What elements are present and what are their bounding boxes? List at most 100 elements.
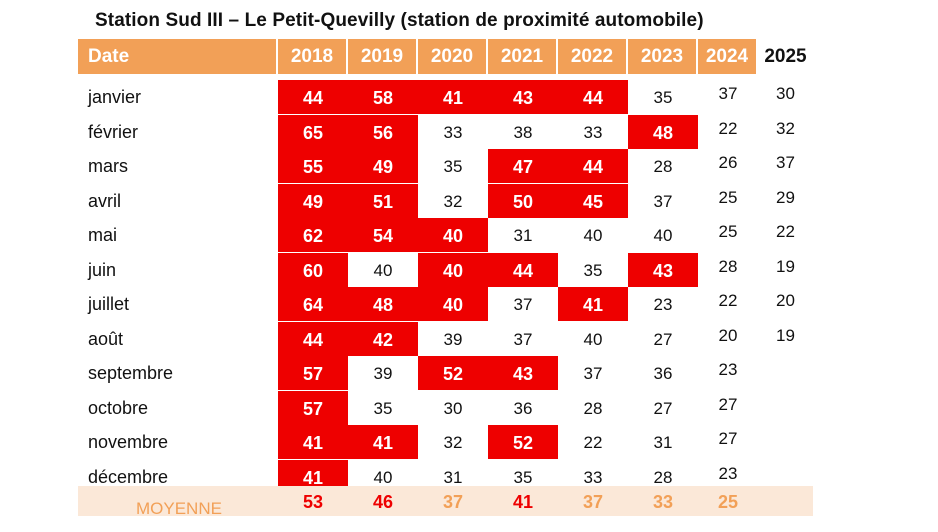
- average-cell-2018: 53: [302, 492, 324, 512]
- value-cell-2023: 27: [653, 329, 673, 349]
- header-year-2023: 2023: [628, 39, 698, 74]
- value-cell-2019: 40: [373, 260, 393, 280]
- average-cell-2019: 46: [372, 492, 394, 512]
- footer-label: MOYENNE: [136, 499, 222, 518]
- month-label: décembre: [88, 466, 169, 487]
- value-cell-2024: 25: [718, 222, 738, 241]
- value-cell-2018: 57: [278, 390, 348, 425]
- value-cell-2022: 22: [583, 433, 603, 452]
- table-footer-row: MOYENNE 53 46 37 41 37 33 25: [78, 486, 813, 518]
- value-cell-2023: 43: [628, 252, 698, 287]
- value-cell-2024: 23: [718, 463, 738, 483]
- value-cell-2024: 26: [718, 153, 738, 172]
- value-cell-2018: 65: [278, 114, 348, 149]
- value-cell-2022: 28: [583, 398, 603, 418]
- month-label: novembre: [88, 432, 169, 452]
- value-cell-2025: [758, 356, 813, 390]
- value-cell-2021: 38: [513, 122, 533, 142]
- table-header-row: Date 2018 2019 2020 2021 2022 2023 2024 2025: [78, 39, 813, 74]
- value-cell-2020: 41: [418, 80, 488, 114]
- value-cell-2020: 32: [443, 191, 463, 211]
- value-cell-2020: 52: [418, 356, 488, 390]
- value-cell-2022: 45: [558, 183, 628, 218]
- value-cell-2025: 30: [776, 84, 795, 103]
- value-cell-2025: 19: [776, 256, 795, 276]
- value-cell-2021: 50: [488, 183, 558, 218]
- value-cell-2024: 37: [718, 84, 738, 103]
- value-cell-2024: 23: [718, 360, 738, 379]
- average-cell-2022: 37: [582, 492, 604, 512]
- value-cell-2024: 22: [718, 291, 738, 310]
- average-cell-2021: 41: [512, 492, 534, 512]
- value-cell-2021: 31: [513, 226, 533, 245]
- value-cell-2021: 37: [513, 329, 533, 349]
- value-cell-2020: 31: [443, 467, 463, 487]
- value-cell-2023: 28: [653, 467, 673, 487]
- value-cell-2025: 29: [776, 187, 795, 207]
- value-cell-2023: 35: [653, 88, 673, 107]
- table-row-juillet: juillet 64 48 40 37 41 23 22 20: [78, 287, 813, 321]
- month-label: février: [88, 121, 139, 142]
- value-cell-2022: 35: [583, 260, 603, 280]
- value-cell-2020: 32: [443, 433, 463, 452]
- value-cell-2024: 27: [718, 429, 738, 448]
- value-cell-2025: 19: [776, 325, 795, 345]
- value-cell-2018: 62: [278, 218, 348, 252]
- value-cell-2020: 39: [443, 329, 463, 349]
- value-cell-2020: 33: [443, 122, 463, 142]
- value-cell-2021: 36: [513, 398, 533, 418]
- month-label: août: [88, 328, 124, 349]
- value-cell-2025: 32: [776, 118, 795, 138]
- value-cell-2019: 35: [373, 398, 393, 418]
- header-year-2021: 2021: [488, 39, 558, 74]
- value-cell-2024: 27: [718, 394, 738, 414]
- value-cell-2020: 40: [418, 252, 488, 287]
- value-cell-2019: 39: [373, 364, 393, 383]
- value-cell-2020: 40: [418, 287, 488, 321]
- value-cell-2023: 27: [653, 398, 673, 418]
- table-row-avril: avril 49 51 32 50 45 37 25 29: [78, 183, 813, 218]
- value-cell-2021: 37: [513, 295, 533, 314]
- value-cell-2019: 41: [348, 425, 418, 459]
- value-cell-2019: 54: [348, 218, 418, 252]
- value-cell-2020: 30: [443, 398, 463, 418]
- value-cell-2018: 44: [278, 321, 348, 356]
- value-cell-2018: 55: [278, 149, 348, 183]
- average-cell-2020: 37: [442, 492, 464, 512]
- value-cell-2022: 44: [558, 80, 628, 114]
- month-label: mai: [88, 225, 118, 245]
- value-cell-2025: [758, 391, 813, 425]
- value-cell-2023: 23: [653, 295, 673, 314]
- table-row-juin: juin 60 40 40 44 35 43 28 19: [78, 252, 813, 287]
- value-cell-2022: 40: [583, 226, 603, 245]
- value-cell-2025: 22: [776, 222, 795, 241]
- value-cell-2022: 41: [558, 287, 628, 321]
- table-row-février: février 65 56 33 38 33 48 22 32: [78, 114, 813, 149]
- value-cell-2025: 37: [776, 153, 795, 172]
- value-cell-2020: 40: [418, 218, 488, 252]
- value-cell-2019: 40: [373, 467, 393, 487]
- value-cell-2022: 33: [583, 467, 603, 487]
- table-row-mars: mars 55 49 35 47 44 28 26 37: [78, 149, 813, 183]
- footer-background: [78, 486, 813, 516]
- value-cell-2019: 48: [348, 287, 418, 321]
- header-year-2022: 2022: [558, 39, 628, 74]
- value-cell-2022: 40: [583, 329, 603, 349]
- value-cell-2018: 44: [278, 80, 348, 114]
- value-cell-2021: 35: [513, 467, 533, 487]
- value-cell-2024: 28: [718, 256, 738, 276]
- value-cell-2021: 44: [488, 252, 558, 287]
- value-cell-2023: 40: [653, 226, 673, 245]
- month-label: juin: [88, 259, 117, 280]
- value-cell-2023: 37: [653, 191, 673, 211]
- value-cell-2023: 31: [653, 433, 673, 452]
- average-cell-2024: 25: [717, 492, 739, 512]
- header-year-2025: 2025: [758, 39, 813, 74]
- value-cell-2019: 51: [348, 183, 418, 218]
- value-cell-2025: [758, 425, 813, 459]
- value-cell-2019: 42: [348, 321, 418, 356]
- value-cell-2019: 56: [348, 114, 418, 149]
- value-cell-2023: 28: [653, 157, 673, 176]
- month-label: octobre: [88, 397, 149, 418]
- value-cell-2022: 33: [583, 122, 603, 142]
